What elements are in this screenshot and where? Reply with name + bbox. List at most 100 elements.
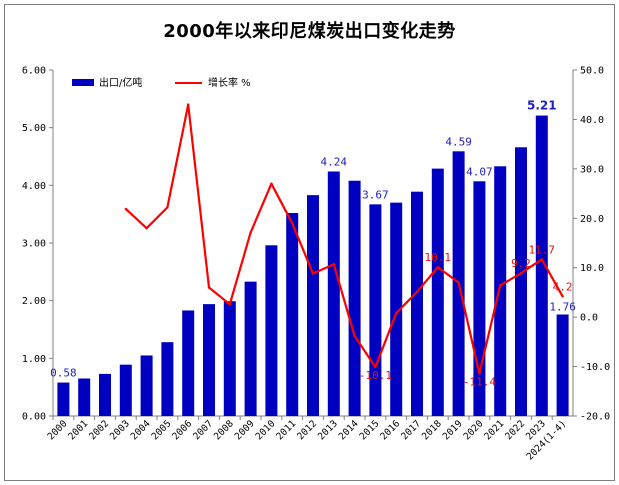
- growth-rate-point-2005: [166, 206, 169, 209]
- x-tick-label: 2013: [316, 418, 340, 442]
- growth-value-label: 9.2: [511, 257, 531, 270]
- growth-rate-point-2007: [207, 286, 211, 289]
- bar-value-label: 0.58: [50, 367, 77, 380]
- bar-2021: [494, 166, 507, 416]
- bar-value-label: 3.67: [362, 188, 389, 201]
- bar-2024(1-4): [556, 314, 569, 416]
- y-right-tick-label: 0.0: [580, 313, 598, 324]
- x-tick-label: 2010: [254, 418, 278, 442]
- x-tick-label: 2022: [503, 418, 527, 442]
- growth-rate-line: [125, 103, 564, 375]
- x-tick-label: 2008: [212, 418, 236, 442]
- growth-rate-point-2016: [395, 311, 398, 315]
- growth-value-label: 11.7: [529, 243, 556, 256]
- growth-rate-point-2018: [436, 266, 439, 269]
- bar-2013: [327, 171, 340, 416]
- bar-2006: [182, 310, 195, 416]
- growth-rate-point-2009: [249, 231, 252, 234]
- y-right-tick-label: -20.0: [580, 412, 610, 423]
- growth-rate-point-2004: [145, 226, 148, 230]
- bar-2008: [223, 301, 236, 416]
- bar-2001: [78, 378, 91, 416]
- x-tick-label: 2015: [358, 418, 382, 442]
- growth-value-label: 10.1: [425, 251, 452, 264]
- x-tick-label: 2016: [378, 418, 402, 442]
- growth-rate-point-2006: [187, 103, 190, 106]
- y-right-tick-label: 30.0: [580, 164, 604, 175]
- x-tick-label: 2009: [233, 418, 257, 442]
- x-tick-label: 2002: [87, 418, 111, 442]
- legend-label-bars: 出口/亿吨: [99, 76, 142, 89]
- y-left-tick-label: 2.00: [22, 296, 46, 307]
- x-tick-label: 2021: [482, 418, 506, 442]
- x-tick-label: 2007: [191, 418, 215, 442]
- x-tick-label: 2020: [462, 418, 486, 442]
- bar-2015: [369, 204, 382, 416]
- growth-rate-point-2003: [124, 207, 128, 211]
- x-tick-label: 2014: [337, 418, 361, 442]
- growth-rate-point-2010: [270, 182, 273, 185]
- bar-2000: [57, 382, 70, 416]
- y-right-tick-label: -10.0: [580, 362, 610, 373]
- bar-2011: [286, 213, 299, 416]
- growth-rate-point-2012: [311, 272, 315, 275]
- bar-2004: [140, 355, 153, 416]
- y-left-tick-label: 3.00: [22, 239, 46, 250]
- bar-2022: [515, 147, 527, 417]
- x-tick-label: 2003: [108, 418, 132, 442]
- bar-value-label: 1.76: [549, 301, 576, 314]
- bar-2002: [99, 373, 111, 416]
- x-tick-label: 2012: [295, 418, 319, 442]
- growth-rate-point-2022: [519, 271, 523, 275]
- bar-2014: [348, 180, 361, 416]
- x-tick-label: 2011: [274, 418, 298, 442]
- growth-rate-point-2015: [374, 365, 377, 369]
- growth-value-label: -11.4: [463, 375, 496, 388]
- chart-title: 2000年以来印尼煤炭出口变化走势: [163, 21, 456, 42]
- y-left-tick-label: 6.00: [22, 66, 46, 77]
- y-right-tick-label: 20.0: [580, 214, 604, 225]
- y-right-tick-label: 40.0: [580, 115, 604, 126]
- bar-value-label: 4.59: [445, 135, 472, 148]
- growth-rate-point-2023: [540, 258, 543, 261]
- growth-rate-point-2011: [291, 222, 294, 225]
- growth-rate-point-2019: [457, 281, 460, 284]
- bar-2016: [390, 202, 403, 416]
- x-tick-label: 2019: [441, 418, 465, 442]
- y-left-tick-label: 5.00: [22, 123, 46, 134]
- legend-swatch-bars: [72, 79, 94, 86]
- y-left-tick-label: 4.00: [22, 181, 46, 192]
- x-tick-label: 2000: [46, 418, 70, 442]
- growth-rate-point-2020: [478, 372, 481, 375]
- x-tick-label: 2004: [129, 418, 153, 442]
- bar-value-label: 4.24: [321, 155, 348, 168]
- x-tick-label: 2017: [399, 418, 423, 442]
- x-tick-label: 2006: [170, 418, 194, 442]
- y-right-tick-label: 50.0: [580, 66, 604, 77]
- x-tick-label: 2005: [150, 418, 174, 442]
- bar-value-label: 5.21: [527, 99, 557, 113]
- bar-2003: [119, 364, 132, 416]
- bar-value-label: 4.07: [466, 165, 493, 178]
- growth-rate-point-2021: [499, 284, 502, 287]
- growth-rate-point-2014: [353, 334, 356, 338]
- growth-rate-point-2024(1-4): [561, 295, 564, 298]
- bar-2012: [307, 195, 319, 416]
- bar-2017: [411, 191, 423, 416]
- x-tick-label: 2001: [66, 418, 90, 442]
- growth-rate-point-2008: [228, 303, 231, 306]
- y-right-tick-label: 10.0: [580, 263, 604, 274]
- bar-2005: [161, 342, 174, 416]
- x-tick-label: 2018: [420, 418, 444, 442]
- bar-2018: [431, 168, 444, 416]
- bar-2010: [265, 245, 278, 416]
- bar-2009: [244, 281, 257, 416]
- y-left-tick-label: 0.00: [22, 412, 46, 423]
- bar-2023: [535, 115, 548, 416]
- bar-2007: [203, 304, 215, 416]
- growth-rate-point-2013: [332, 263, 335, 266]
- legend-label-line: 增长率 %: [208, 76, 251, 89]
- growth-value-label: -10.1: [359, 369, 392, 382]
- growth-rate-point-2017: [415, 290, 419, 294]
